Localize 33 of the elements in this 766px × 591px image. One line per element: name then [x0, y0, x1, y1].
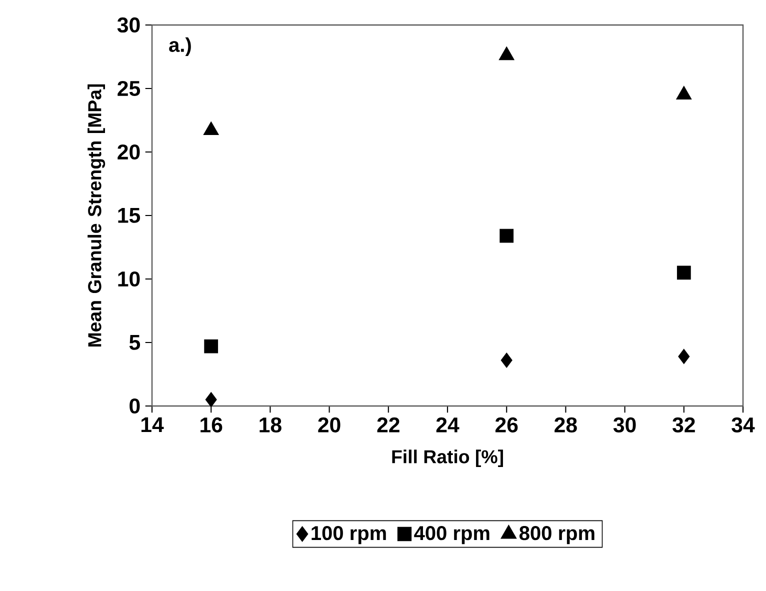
point: [498, 46, 514, 60]
x-tick-label: 26: [495, 417, 518, 432]
y-tick-label: 0: [130, 398, 140, 414]
point: [678, 348, 690, 364]
x-tick-label: 30: [613, 417, 636, 432]
y-tick-label: 15: [118, 208, 140, 223]
x-tick-label: 22: [377, 417, 400, 432]
x-tick-label: 16: [200, 417, 222, 432]
y-tick-label: 5: [129, 335, 140, 350]
point: [204, 339, 218, 354]
y-tick-label: 20: [118, 144, 140, 160]
x-tick-label: 28: [554, 417, 577, 432]
annotation: a.): [169, 37, 191, 56]
legend-label: 800 rpm: [519, 526, 594, 544]
legend-label: 100 rpm: [312, 526, 386, 544]
x-tick-label: 24: [436, 417, 460, 432]
x-tick-label: 20: [318, 417, 340, 432]
x-tick-label: 32: [672, 417, 695, 432]
point: [676, 266, 691, 280]
point: [203, 121, 219, 135]
x-axis-title: Fill Ratio [%]: [392, 450, 503, 468]
y-tick-label: 10: [118, 271, 140, 287]
point: [205, 392, 217, 408]
point: [676, 86, 692, 100]
x-tick-label: 18: [260, 417, 282, 432]
y-tick-label: 30: [117, 17, 140, 33]
y-axis-title: Mean Granule Strength [MPa]: [88, 84, 106, 346]
x-tick-label: 34: [732, 417, 755, 432]
legend-label: 400 rpm: [414, 526, 490, 544]
point: [500, 352, 512, 368]
x-tick-label: 14: [141, 417, 164, 432]
y-tick-label: 25: [118, 80, 140, 96]
point: [500, 228, 514, 243]
